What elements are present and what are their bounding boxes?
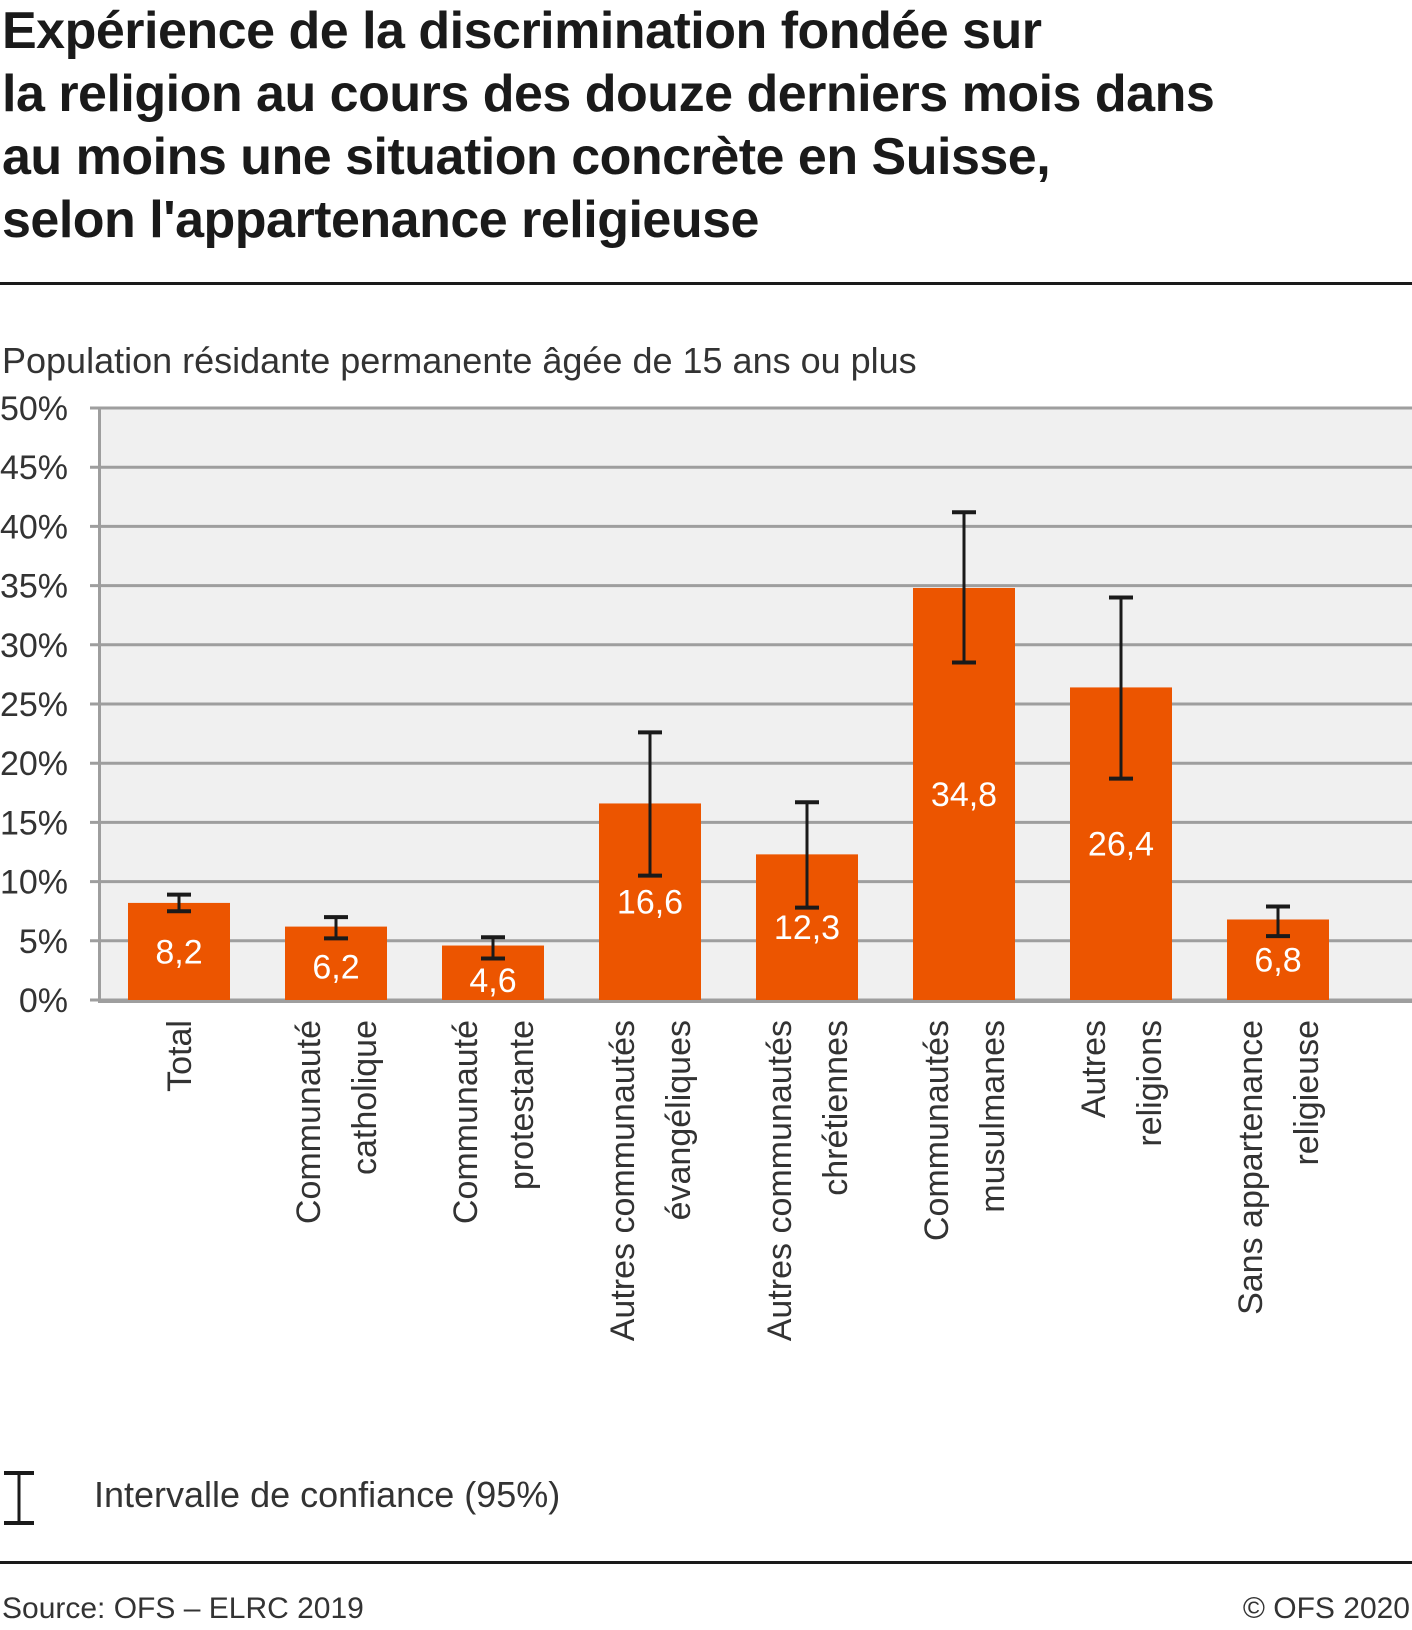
- x-category-label: Sans appartenance religieuse: [1232, 1020, 1326, 1315]
- x-category-label: Communautés musulmanes: [918, 1020, 1012, 1241]
- error-bar: [638, 730, 662, 878]
- x-tick-label: évangéliques: [660, 1020, 698, 1220]
- y-tick-label: 0%: [19, 982, 68, 1020]
- x-tick-label: Sans appartenance: [1232, 1020, 1270, 1315]
- y-tick-label: 40%: [0, 508, 68, 546]
- y-tick-label: 5%: [19, 923, 68, 961]
- x-tick-label: Autres communautés: [604, 1020, 642, 1341]
- value-label: 34,8: [931, 776, 997, 814]
- x-category-label: Autres religions: [1075, 1020, 1169, 1147]
- value-label: 6,8: [1254, 942, 1301, 980]
- title-divider: [0, 282, 1412, 285]
- title-line: Expérience de la discrimination fondée s…: [2, 2, 1042, 60]
- x-category-label: Autres communautés évangéliques: [604, 1020, 698, 1341]
- error-bar: [324, 915, 348, 941]
- x-tick-label: Communauté: [290, 1020, 328, 1224]
- value-label: 6,2: [312, 949, 359, 987]
- x-tick-label: Autres communautés: [761, 1020, 799, 1341]
- bar: [128, 902, 230, 1000]
- value-label: 8,2: [155, 933, 202, 971]
- chart-subtitle: Population résidante permanente âgée de …: [2, 340, 917, 381]
- error-bar: [481, 935, 505, 961]
- value-label: 26,4: [1088, 826, 1154, 864]
- x-tick-label: religieuse: [1288, 1020, 1326, 1166]
- title-line: au moins une situation concrète en Suiss…: [2, 128, 1051, 186]
- chart-title: Expérience de la discrimination fondée s…: [2, 0, 1302, 252]
- y-tick-label: 50%: [0, 390, 68, 428]
- error-bar-icon: [4, 1471, 34, 1525]
- y-tick-label: 35%: [0, 568, 68, 606]
- x-tick-label: chrétiennes: [817, 1020, 855, 1196]
- x-tick-label: Communautés: [918, 1020, 956, 1241]
- title-line: la religion au cours des douze derniers …: [2, 65, 1215, 123]
- legend-label: Intervalle de confiance (95%): [94, 1474, 561, 1515]
- error-bar: [795, 800, 819, 910]
- x-tick-label: Total: [161, 1020, 199, 1092]
- y-tick-label: 25%: [0, 686, 68, 724]
- value-label: 12,3: [774, 909, 840, 947]
- x-category-label: Communauté catholique: [290, 1020, 384, 1224]
- error-bar: [1266, 904, 1290, 939]
- y-tick-label: 30%: [0, 627, 68, 665]
- source-note: Source: OFS – ELRC 2019: [2, 1592, 364, 1625]
- error-bar: [952, 510, 976, 665]
- footer-divider: [0, 1561, 1412, 1564]
- y-tick-label: 20%: [0, 745, 68, 783]
- value-label: 16,6: [617, 884, 683, 922]
- x-tick-label: protestante: [503, 1020, 541, 1190]
- copyright-note: © OFS 2020: [1242, 1592, 1410, 1625]
- x-tick-label: Autres: [1075, 1020, 1113, 1118]
- y-tick-label: 15%: [0, 804, 68, 842]
- x-category-label: Autres communautés chrétiennes: [761, 1020, 855, 1341]
- x-tick-label: musulmanes: [974, 1020, 1012, 1213]
- error-bar: [1109, 595, 1133, 781]
- error-bar: [167, 892, 191, 914]
- x-category-label: Communauté protestante: [447, 1020, 541, 1224]
- y-tick-label: 10%: [0, 864, 68, 902]
- bar-chart: 0% 5% 10% 15% 20% 25% 30% 35% 40% 45% 50% 8,2 6,2 4,…: [0, 390, 1412, 1341]
- value-label: 4,6: [469, 962, 516, 1000]
- y-tick-label: 45%: [0, 449, 68, 487]
- x-category-label: Total: [161, 1020, 199, 1092]
- x-tick-label: catholique: [346, 1020, 384, 1175]
- x-tick-label: religions: [1131, 1020, 1169, 1147]
- x-tick-label: Communauté: [447, 1020, 485, 1224]
- legend: [4, 1471, 34, 1525]
- title-line: selon l'appartenance religieuse: [2, 191, 759, 249]
